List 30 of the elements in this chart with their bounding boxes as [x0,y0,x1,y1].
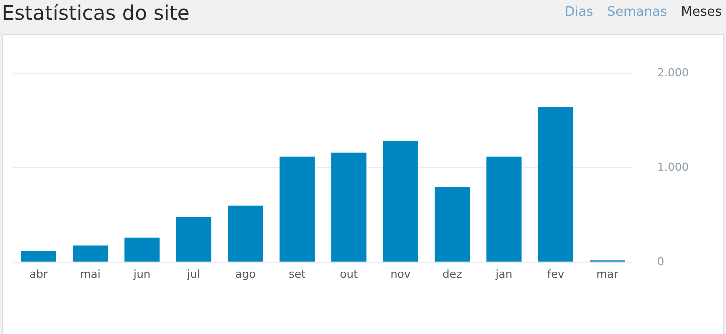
text: Dias [565,5,594,20]
bar [486,156,522,262]
bar [383,141,418,262]
x-tick-label: jan [494,268,513,281]
x-tick-label: mai [80,268,101,281]
x-tick-label: fev [547,268,566,281]
bar [332,152,367,262]
y-tick-label: 2.000 [658,66,690,80]
text: Semanas [607,5,668,20]
x-tick-label: jul [186,268,201,281]
y-tick-label: 0 [658,255,665,268]
bar [72,246,108,262]
bar [21,251,56,262]
x-tick-label: nov [390,268,412,281]
x-tick-label: dez [442,268,463,281]
bar [124,238,160,262]
x-tick-label: ago [235,268,256,281]
x-tick-label: jun [132,268,151,281]
text: Meses [681,5,722,20]
x-tick-label: abr [30,268,48,281]
x-tick-label: mar [596,268,620,281]
x-tick-label: set [288,268,306,281]
bar [176,217,212,262]
bar [280,156,315,262]
bar [228,206,264,262]
bar [538,107,574,262]
x-tick-label: out [340,268,359,281]
y-tick-label: 1.000 [658,160,690,174]
bar [434,187,470,262]
chart-title: Estatísticas do site [2,1,190,25]
